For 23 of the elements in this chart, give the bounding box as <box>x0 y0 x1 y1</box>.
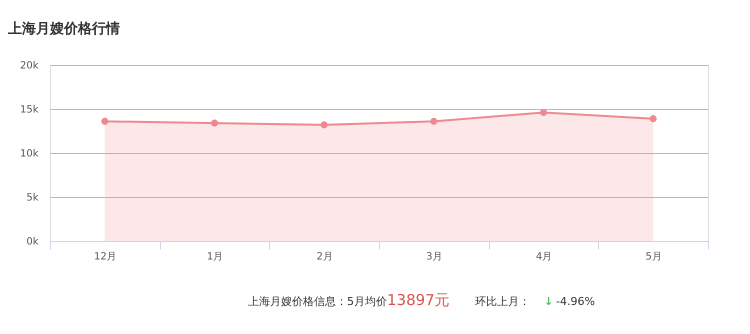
chart-title: 上海月嫂价格行情 <box>7 21 120 37</box>
x-tick-label: 2月 <box>316 252 333 262</box>
x-tick-label: 4月 <box>536 252 552 262</box>
text: -4.96% <box>556 295 595 308</box>
text: 上海月嫂价格信息：5月均价 <box>248 295 387 308</box>
point <box>320 121 328 128</box>
x-tick-label: 1月 <box>206 252 224 262</box>
y-tick-label: 5k <box>26 192 39 204</box>
x-tick-label: 3月 <box>426 252 443 262</box>
y-tick-label: 15k <box>20 104 39 116</box>
point <box>540 108 548 116</box>
point <box>650 115 657 122</box>
point <box>430 118 438 125</box>
point <box>101 118 108 125</box>
point <box>210 120 218 127</box>
x-tick-label: 5月 <box>645 252 662 262</box>
y-tick-label: 20k <box>20 60 39 72</box>
text: ↓ <box>544 295 554 308</box>
y-tick-label: 0k <box>26 236 39 248</box>
x-tick-label: 12月 <box>94 252 117 262</box>
text: 13897元 <box>387 291 450 309</box>
y-tick-label: 10k <box>20 148 39 160</box>
text: 环比上月： <box>475 295 530 308</box>
